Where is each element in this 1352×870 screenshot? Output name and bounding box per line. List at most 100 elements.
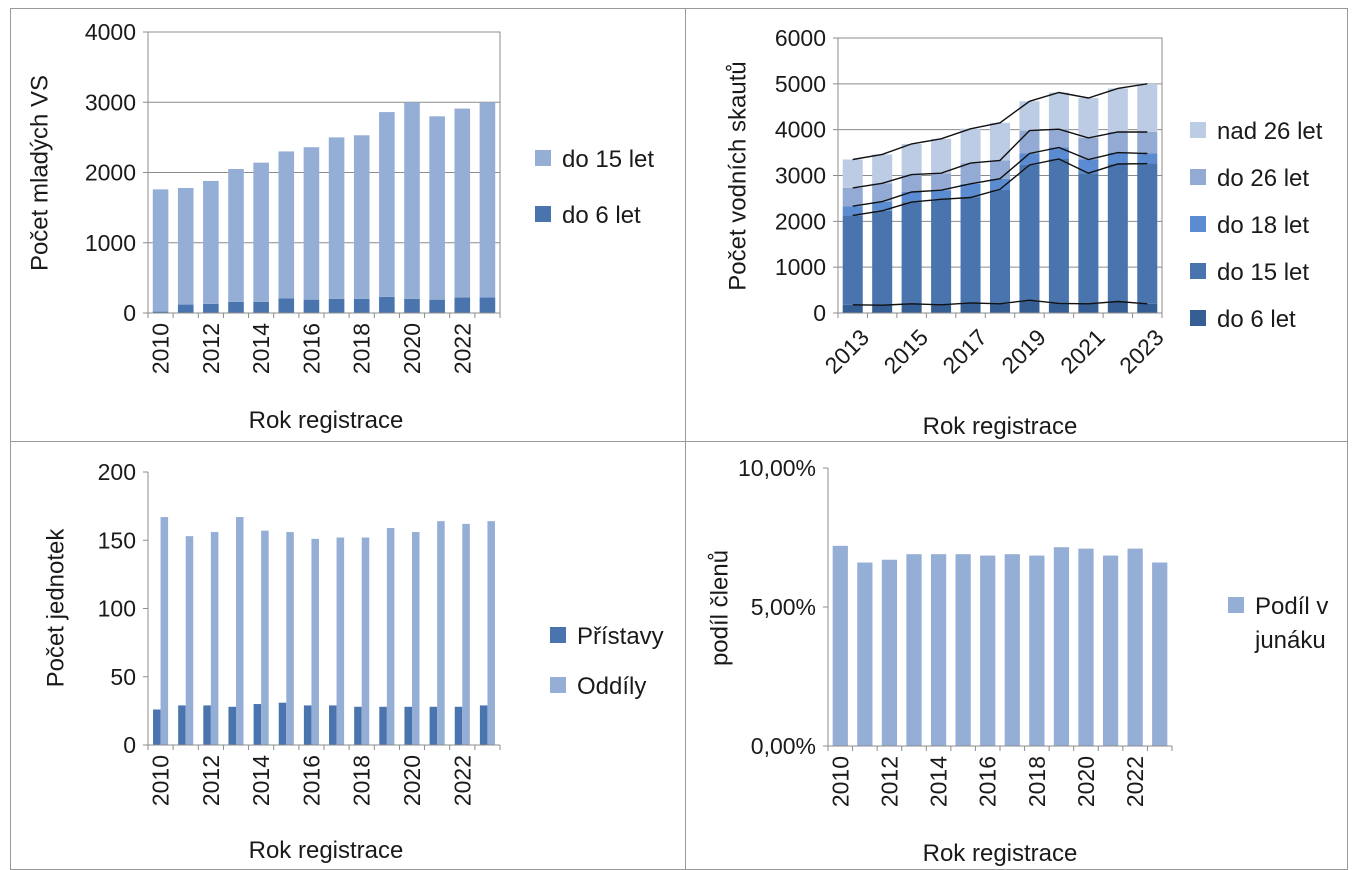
bar	[454, 706, 463, 745]
bar	[253, 162, 269, 302]
y-tick-label: 0,00%	[751, 733, 816, 759]
bar	[353, 298, 370, 313]
bar	[872, 183, 893, 202]
legend-label: Přístavy	[577, 623, 664, 650]
bar	[1048, 159, 1069, 304]
x-axis-title: Rok registrace	[923, 413, 1078, 440]
x-tick-label: 2012	[876, 756, 902, 807]
y-tick-label: 5000	[775, 71, 826, 97]
bar	[328, 137, 345, 299]
bar	[153, 709, 161, 745]
bar	[931, 304, 952, 313]
bar	[203, 180, 219, 304]
bar	[842, 187, 863, 207]
x-tick-label: 2016	[298, 755, 324, 806]
x-tick-label: 2023	[1114, 324, 1169, 379]
y-tick-label: 4000	[85, 19, 136, 45]
bar	[152, 311, 169, 313]
x-tick-label: 2012	[198, 755, 224, 806]
bar	[832, 545, 848, 746]
bar	[177, 187, 194, 305]
bar	[857, 562, 873, 746]
bar	[152, 189, 169, 312]
bar	[353, 135, 370, 299]
bar	[278, 298, 295, 313]
chart-young-members: 0 1000 2000 3000 4000 2010 2012 2014 2016 2018 202…	[27, 19, 655, 434]
bar	[1078, 548, 1094, 746]
chart-share: 0,00% 5,00% 10,00% 2010 2012 2014 2016 2018 2020…	[707, 455, 1329, 867]
x-tick-label: 2010	[148, 323, 174, 374]
chart-units: 0 50 100 150 200 2010 2012 2014 2016 2018 2020 2022…	[43, 459, 664, 864]
bar	[454, 297, 471, 313]
bar	[872, 210, 893, 306]
bar	[960, 163, 981, 184]
legend-swatch	[535, 206, 551, 222]
y-axis-title: podíl členů	[707, 550, 734, 666]
bar	[960, 128, 981, 164]
bar	[901, 303, 922, 313]
bar	[487, 521, 495, 745]
bar	[379, 296, 395, 313]
bar	[901, 202, 922, 304]
x-tick-label: 2018	[349, 755, 375, 806]
bar	[842, 304, 863, 313]
bar	[872, 201, 893, 211]
bar	[429, 706, 438, 745]
bar	[1019, 300, 1040, 313]
x-tick-label: 2014	[248, 755, 274, 806]
bar	[454, 108, 471, 298]
bar	[329, 705, 337, 745]
bar	[203, 303, 219, 313]
bar	[253, 301, 269, 313]
y-tick-label: 3000	[85, 89, 136, 115]
bar	[1107, 164, 1128, 302]
bar	[311, 538, 319, 745]
y-tick-label: 150	[98, 527, 136, 553]
x-tick-label: 2018	[1024, 756, 1050, 807]
x-tick-label: 2014	[926, 756, 952, 807]
bar	[1078, 137, 1099, 160]
y-tick-label: 2000	[775, 208, 826, 234]
bar	[1048, 129, 1069, 148]
bar	[286, 532, 294, 745]
bar	[336, 537, 345, 745]
y-tick-label: 1000	[85, 230, 136, 256]
bar	[901, 174, 922, 192]
bar	[1004, 554, 1020, 746]
x-tick-label: 2010	[148, 755, 174, 806]
bar	[931, 173, 952, 191]
bar	[842, 159, 863, 188]
legend-swatch	[1228, 597, 1244, 613]
series-line	[852, 146, 1148, 207]
bar	[1078, 173, 1099, 304]
x-tick-label: 2021	[1055, 324, 1110, 379]
bar	[479, 297, 496, 313]
y-tick-label: 6000	[775, 25, 826, 51]
series-line	[852, 158, 1148, 217]
chart-water-scouts: 0 1000 2000 3000 4000 5000 6000 2013 2015 2017 201…	[725, 25, 1323, 440]
y-tick-label: 100	[98, 596, 136, 622]
bar	[328, 298, 345, 313]
x-tick-label: 2018	[349, 323, 375, 374]
bar	[412, 532, 420, 745]
bar	[1137, 83, 1158, 132]
legend-label: do 15 let	[562, 146, 654, 173]
bar	[261, 530, 269, 745]
bar	[404, 298, 420, 313]
x-tick-label: 2020	[399, 755, 425, 806]
bar	[361, 537, 370, 745]
y-axis-title: Počet mladých VS	[27, 75, 54, 271]
bar	[1048, 92, 1069, 130]
bar	[842, 215, 863, 305]
bar	[278, 151, 295, 299]
bar	[901, 192, 922, 203]
bar	[303, 705, 312, 745]
bar	[228, 168, 244, 302]
bar	[185, 536, 194, 745]
bar	[1137, 131, 1158, 154]
bar	[1048, 147, 1069, 159]
bar	[931, 138, 952, 174]
bar	[1019, 164, 1040, 301]
bar	[1048, 303, 1069, 313]
x-tick-label: 2022	[449, 755, 475, 806]
